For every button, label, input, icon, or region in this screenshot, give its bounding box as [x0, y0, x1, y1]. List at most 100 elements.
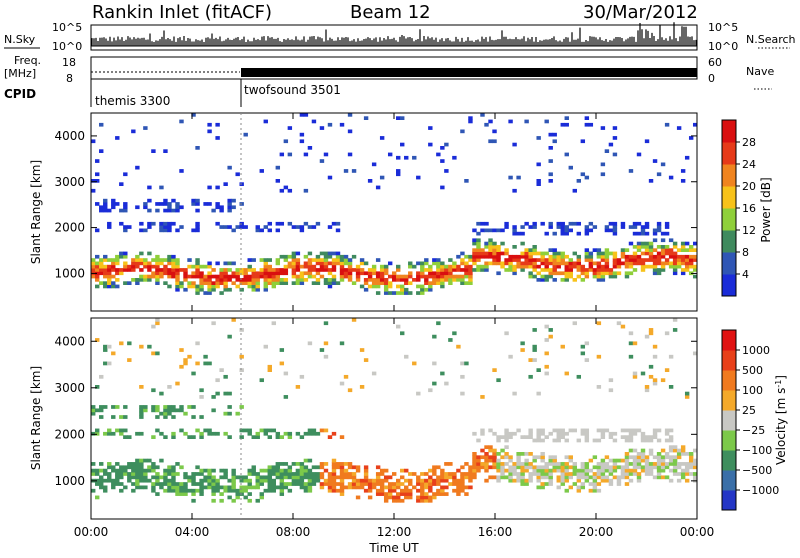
- heatmap-cell: [391, 472, 397, 476]
- heatmap-cell: [283, 482, 289, 486]
- heatmap-cell: [323, 258, 329, 262]
- heatmap-cell: [436, 274, 441, 279]
- heatmap-cell: [271, 468, 277, 473]
- heatmap-cell: [103, 431, 108, 436]
- heatmap-cell: [155, 268, 160, 272]
- heatmap-cell: [139, 475, 144, 480]
- heatmap-cell: [379, 281, 385, 285]
- heatmap-cell: [576, 478, 582, 483]
- heatmap-cell: [155, 258, 160, 262]
- heatmap-cell: [592, 482, 598, 486]
- heatmap-cell: [580, 475, 586, 480]
- heatmap-cell: [548, 271, 553, 276]
- heatmap-cell: [99, 475, 104, 480]
- heatmap-cell: [536, 485, 541, 490]
- heatmap-cell: [476, 438, 481, 443]
- heatmap-cell: [404, 495, 409, 500]
- heatmap-cell: [652, 465, 658, 470]
- velocity-y-axis-label: Slant Range [km]: [29, 366, 43, 470]
- heatmap-cell: [219, 291, 224, 295]
- nsky-trace: [91, 22, 697, 47]
- heatmap-cell: [664, 251, 670, 256]
- heatmap-cell: [680, 179, 686, 183]
- heatmap-cell: [235, 274, 240, 279]
- heatmap-cell: [303, 152, 309, 157]
- heatmap-cell: [560, 122, 565, 127]
- heatmap-cell: [299, 462, 305, 466]
- heatmap-cell: [680, 468, 686, 473]
- heatmap-cell: [684, 258, 690, 262]
- heatmap-cell: [327, 225, 333, 229]
- heatmap-cell: [536, 264, 541, 269]
- heatmap-cell: [175, 205, 180, 210]
- heatmap-cell: [103, 202, 108, 206]
- heatmap-cell: [287, 264, 293, 269]
- heatmap-cell: [632, 341, 638, 346]
- heatmap-cell: [472, 452, 477, 456]
- heatmap-cell: [448, 338, 453, 342]
- heatmap-cell: [408, 264, 413, 269]
- heatmap-cell: [259, 169, 264, 173]
- heatmap-cell: [640, 228, 646, 233]
- heatmap-cell: [287, 126, 293, 130]
- heatmap-cell: [512, 254, 517, 259]
- heatmap-cell: [424, 472, 429, 476]
- heatmap-cell: [560, 435, 565, 439]
- heatmap-cell: [532, 348, 537, 352]
- heatmap-cell: [359, 348, 365, 352]
- heatmap-cell: [476, 238, 481, 243]
- heatmap-cell: [508, 465, 513, 470]
- heatmap-cell: [171, 482, 176, 486]
- heatmap-cell: [375, 488, 381, 493]
- heatmap-cell: [383, 278, 389, 282]
- heatmap-cell: [416, 175, 421, 180]
- heatmap-cell: [540, 452, 545, 456]
- y-tick-label: 4000: [54, 129, 85, 143]
- heatmap-cell: [123, 268, 128, 272]
- heatmap-cell: [275, 468, 281, 473]
- heatmap-cell: [331, 251, 337, 256]
- heatmap-cell: [444, 492, 449, 496]
- heatmap-cell: [396, 264, 401, 269]
- heatmap-cell: [311, 475, 317, 480]
- heatmap-cell: [195, 225, 200, 229]
- heatmap-cell: [652, 354, 658, 359]
- heatmap-cell: [371, 278, 377, 282]
- heatmap-cell: [159, 485, 164, 490]
- heatmap-cell: [147, 208, 152, 213]
- heatmap-cell: [504, 221, 509, 226]
- heatmap-cell: [347, 271, 353, 276]
- heatmap-cell: [111, 405, 116, 409]
- heatmap-cell: [472, 254, 477, 259]
- heatmap-cell: [303, 482, 309, 486]
- heatmap-cell: [179, 482, 184, 486]
- heatmap-cell: [460, 361, 465, 366]
- heatmap-cell: [636, 478, 642, 483]
- heatmap-cell: [339, 381, 345, 386]
- heatmap-cell: [584, 175, 590, 180]
- heatmap-cell: [488, 445, 493, 450]
- heatmap-cell: [315, 258, 321, 262]
- heatmap-cell: [295, 225, 301, 229]
- heatmap-cell: [524, 468, 529, 473]
- heatmap-cell: [624, 435, 630, 439]
- heatmap-cell: [420, 271, 425, 276]
- heatmap-cell: [416, 271, 421, 276]
- heatmap-cell: [319, 428, 325, 433]
- heatmap-cell: [520, 435, 525, 439]
- heatmap-cell: [175, 208, 180, 213]
- heatmap-cell: [311, 482, 317, 486]
- heatmap-cell: [99, 149, 104, 153]
- heatmap-cell: [496, 258, 501, 262]
- heatmap-cell: [239, 281, 244, 285]
- heatmap-cell: [584, 251, 590, 256]
- heatmap-cell: [544, 482, 549, 486]
- heatmap-cell: [191, 274, 196, 279]
- heatmap-cell: [616, 271, 622, 276]
- heatmap-cell: [656, 475, 662, 480]
- heatmap-cell: [588, 468, 594, 473]
- heatmap-cell: [680, 258, 686, 262]
- heatmap-cell: [135, 205, 140, 210]
- heatmap-cell: [267, 228, 272, 233]
